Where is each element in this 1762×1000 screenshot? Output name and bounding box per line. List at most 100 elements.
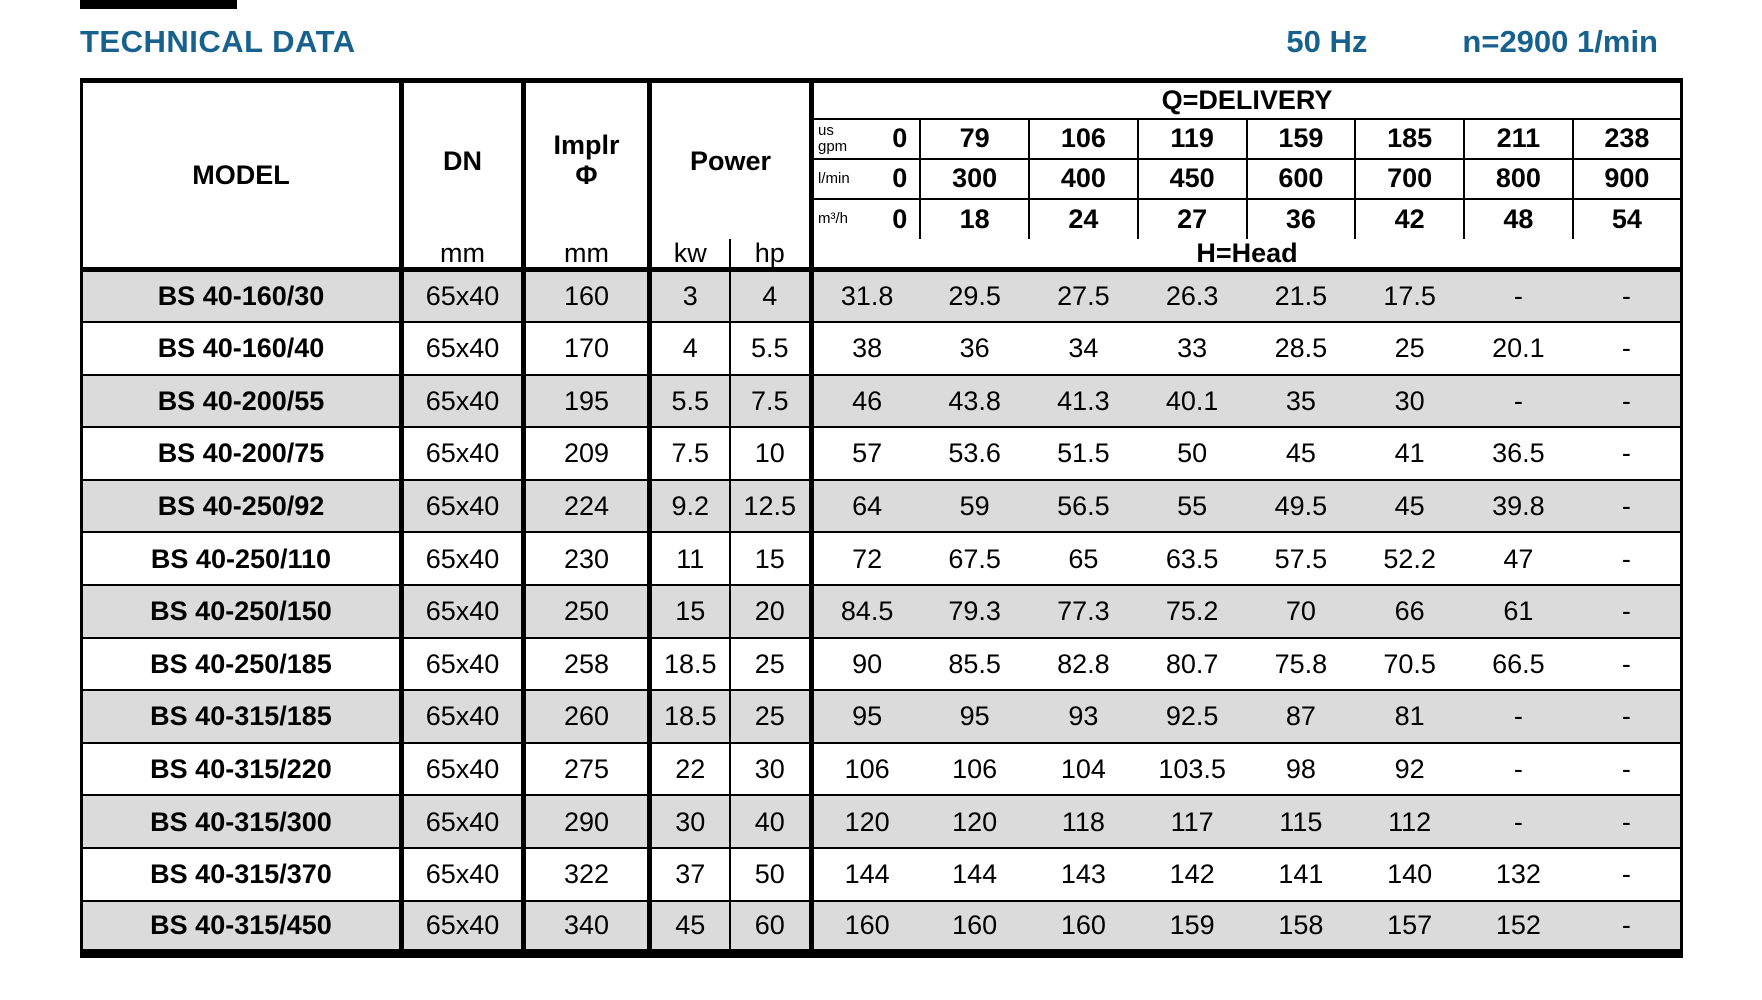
head-cell: 39.8 xyxy=(1464,478,1573,533)
head-cell: - xyxy=(1572,636,1682,691)
dn-cell: 65x40 xyxy=(401,847,526,901)
head-cell: 152 xyxy=(1464,899,1573,954)
head-cell: 41 xyxy=(1355,426,1464,480)
head-cell: 144 xyxy=(920,847,1029,901)
head-cell: 64 xyxy=(811,478,921,533)
power-hp-cell: 10 xyxy=(728,426,814,480)
head-cell: 132 xyxy=(1464,847,1573,901)
head-cell: 157 xyxy=(1355,899,1464,954)
flow-value: 700 xyxy=(1354,158,1464,200)
flow-value: 119 xyxy=(1136,118,1247,160)
head-cell: 33 xyxy=(1137,321,1247,375)
head-cell: 118 xyxy=(1029,794,1138,849)
power-hp-cell: 20 xyxy=(728,584,814,638)
model-cell: BS 40-250/92 xyxy=(81,478,404,533)
head-cell: 75.2 xyxy=(1137,584,1247,638)
head-cell: - xyxy=(1572,741,1682,796)
head-cell: 65 xyxy=(1029,531,1138,586)
head-cell: 63.5 xyxy=(1137,531,1247,586)
impeller-cell: 209 xyxy=(523,426,652,480)
head-cell: 57 xyxy=(811,426,921,480)
dn-header: DN xyxy=(401,80,526,239)
kw-label: kw xyxy=(673,238,707,268)
table-row: BS 40-315/220 65x40 275 22 30 106 106 10… xyxy=(81,741,1682,796)
head-cell: - xyxy=(1572,899,1682,954)
impeller-cell: 275 xyxy=(523,741,652,796)
impeller-cell: 224 xyxy=(523,478,652,533)
head-cell: - xyxy=(1464,794,1573,849)
head-cell: 103.5 xyxy=(1137,741,1247,796)
head-cell: 36.5 xyxy=(1464,426,1573,480)
head-cell: - xyxy=(1572,426,1682,480)
flow-value: 185 xyxy=(1354,118,1464,160)
head-cell: 140 xyxy=(1355,847,1464,901)
logo-fragment xyxy=(80,0,237,9)
q-delivery-header: Q=DELIVERY xyxy=(811,80,1682,120)
dn-cell: 65x40 xyxy=(401,741,526,796)
head-cell: 87 xyxy=(1246,689,1356,743)
power-hp-cell: 25 xyxy=(728,689,814,743)
flow-value: 54 xyxy=(1571,198,1682,239)
head-cell: 25 xyxy=(1355,321,1464,375)
head-cell: 36 xyxy=(920,321,1029,375)
head-cell: - xyxy=(1572,584,1682,638)
flow-zero-value: 0 xyxy=(892,123,908,154)
head-cell: 75.8 xyxy=(1246,636,1356,691)
impeller-cell: 230 xyxy=(523,531,652,586)
power-kw-cell: 18.5 xyxy=(649,636,730,691)
table-row: BS 40-315/450 65x40 340 45 60 160 160 16… xyxy=(81,899,1682,954)
power-hp-cell: 50 xyxy=(728,847,814,901)
impeller-unit: mm xyxy=(523,238,652,270)
head-cell: 56.5 xyxy=(1029,478,1138,533)
head-cell: - xyxy=(1572,373,1682,428)
flow-value: 27 xyxy=(1136,198,1247,239)
flow-unit-label: l/min xyxy=(818,170,850,187)
flow-value: 450 xyxy=(1136,158,1247,200)
model-cell: BS 40-250/110 xyxy=(81,531,404,586)
head-cell: - xyxy=(1572,794,1682,849)
model-cell: BS 40-160/40 xyxy=(81,321,404,375)
impeller-cell: 258 xyxy=(523,636,652,691)
speed-label: n=2900 1/min xyxy=(1462,24,1658,59)
impeller-cell: 170 xyxy=(523,321,652,375)
power-kw-cell: 9.2 xyxy=(649,478,730,533)
impeller-cell: 195 xyxy=(523,373,652,428)
model-cell: BS 40-200/55 xyxy=(81,373,404,428)
power-header: Power xyxy=(649,80,814,239)
table-row: BS 40-160/40 65x40 170 4 5.5 38 36 34 33… xyxy=(81,321,1682,375)
dn-cell: 65x40 xyxy=(401,636,526,691)
head-cell: 81 xyxy=(1355,689,1464,743)
dn-cell: 65x40 xyxy=(401,426,526,480)
page-header: TECHNICAL DATA 50 Hz n=2900 1/min xyxy=(80,24,1680,60)
table-body: BS 40-160/30 65x40 160 3 4 31.8 29.5 27.… xyxy=(81,268,1682,954)
table-header: MODEL DN Implr Φ Power Q=DELIVERY us xyxy=(81,80,1682,270)
model-cell: BS 40-160/30 xyxy=(81,268,404,323)
head-cell: 159 xyxy=(1137,899,1247,954)
head-cell: 120 xyxy=(811,794,921,849)
head-cell: 85.5 xyxy=(920,636,1029,691)
head-cell: 46 xyxy=(811,373,921,428)
power-hp-cell: 60 xyxy=(728,899,814,954)
flow-value: 24 xyxy=(1028,198,1138,239)
head-cell: 120 xyxy=(920,794,1029,849)
head-cell: 20.1 xyxy=(1464,321,1573,375)
power-kw-cell: 18.5 xyxy=(649,689,730,743)
technical-data-table: MODEL DN Implr Φ Power Q=DELIVERY us xyxy=(80,78,1684,958)
head-cell: 92.5 xyxy=(1137,689,1247,743)
head-cell: 77.3 xyxy=(1029,584,1138,638)
impeller-cell: 260 xyxy=(523,689,652,743)
head-cell: 45 xyxy=(1355,478,1464,533)
model-cell: BS 40-200/75 xyxy=(81,426,404,480)
model-cell: BS 40-315/300 xyxy=(81,794,404,849)
power-kw-cell: 3 xyxy=(649,268,730,323)
head-cell: 115 xyxy=(1246,794,1356,849)
head-cell: - xyxy=(1572,531,1682,586)
flow-unit-cell: m³/h 0 xyxy=(812,199,921,239)
flow-unit-cell: l/min 0 xyxy=(811,158,921,200)
table-row: BS 40-250/185 65x40 258 18.5 25 90 85.5 … xyxy=(81,636,1682,691)
table-row: BS 40-250/150 65x40 250 15 20 84.5 79.3 … xyxy=(81,584,1682,638)
head-cell: 49.5 xyxy=(1246,478,1356,533)
power-kw-cell: 4 xyxy=(649,321,730,375)
model-cell: BS 40-315/185 xyxy=(81,689,404,743)
head-cell: 17.5 xyxy=(1355,268,1464,323)
